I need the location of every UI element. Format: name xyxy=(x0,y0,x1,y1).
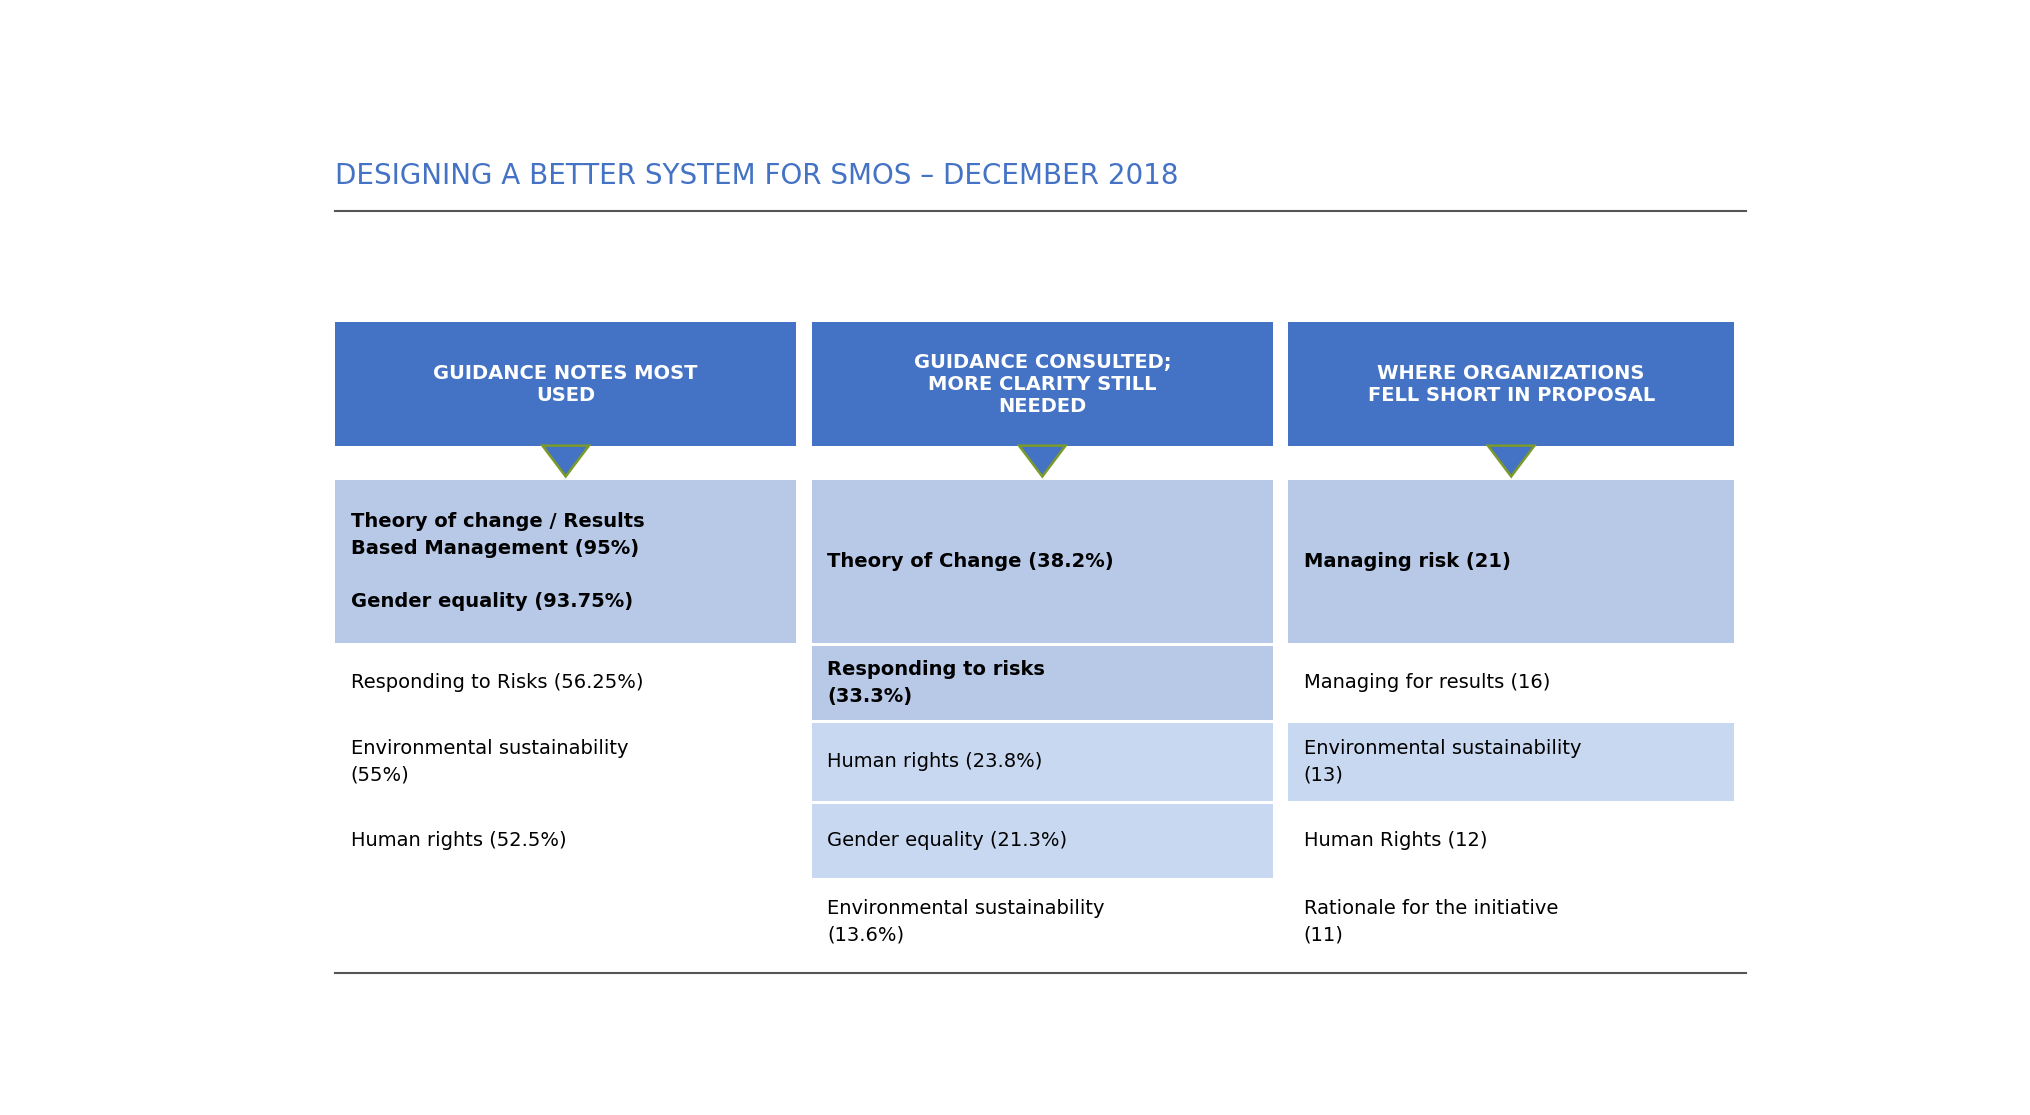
Bar xyxy=(812,804,1273,878)
Text: Environmental sustainability
(13.6%): Environmental sustainability (13.6%) xyxy=(828,899,1104,944)
Text: Managing risk (21): Managing risk (21) xyxy=(1303,552,1510,571)
Text: Theory of Change (38.2%): Theory of Change (38.2%) xyxy=(828,552,1114,571)
Bar xyxy=(335,322,796,446)
Bar xyxy=(1289,481,1734,642)
Bar xyxy=(812,322,1273,446)
Polygon shape xyxy=(1019,446,1066,476)
Text: Environmental sustainability
(13): Environmental sustainability (13) xyxy=(1303,739,1581,785)
Bar xyxy=(335,481,796,642)
Text: Managing for results (16): Managing for results (16) xyxy=(1303,673,1551,692)
Text: Human rights (52.5%): Human rights (52.5%) xyxy=(351,831,566,850)
Bar xyxy=(812,481,1273,642)
Polygon shape xyxy=(542,446,589,476)
Text: WHERE ORGANIZATIONS
FELL SHORT IN PROPOSAL: WHERE ORGANIZATIONS FELL SHORT IN PROPOS… xyxy=(1368,363,1654,405)
Bar xyxy=(1289,723,1734,801)
Text: Human Rights (12): Human Rights (12) xyxy=(1303,831,1488,850)
Text: Responding to Risks (56.25%): Responding to Risks (56.25%) xyxy=(351,673,644,692)
Bar xyxy=(812,723,1273,801)
Text: Human rights (23.8%): Human rights (23.8%) xyxy=(828,753,1043,772)
Text: GUIDANCE NOTES MOST
USED: GUIDANCE NOTES MOST USED xyxy=(434,363,698,405)
Text: DESIGNING A BETTER SYSTEM FOR SMOS – DECEMBER 2018: DESIGNING A BETTER SYSTEM FOR SMOS – DEC… xyxy=(335,162,1179,191)
Text: Environmental sustainability
(55%): Environmental sustainability (55%) xyxy=(351,739,627,785)
Bar xyxy=(1289,322,1734,446)
Text: Responding to risks
(33.3%): Responding to risks (33.3%) xyxy=(828,660,1045,706)
Text: Gender equality (21.3%): Gender equality (21.3%) xyxy=(828,831,1068,850)
Text: Theory of change / Results
Based Management (95%)

Gender equality (93.75%): Theory of change / Results Based Managem… xyxy=(351,512,644,611)
Text: Rationale for the initiative
(11): Rationale for the initiative (11) xyxy=(1303,899,1559,944)
Polygon shape xyxy=(1488,446,1535,476)
Text: GUIDANCE CONSULTED;
MORE CLARITY STILL
NEEDED: GUIDANCE CONSULTED; MORE CLARITY STILL N… xyxy=(914,352,1171,416)
Bar xyxy=(812,646,1273,720)
